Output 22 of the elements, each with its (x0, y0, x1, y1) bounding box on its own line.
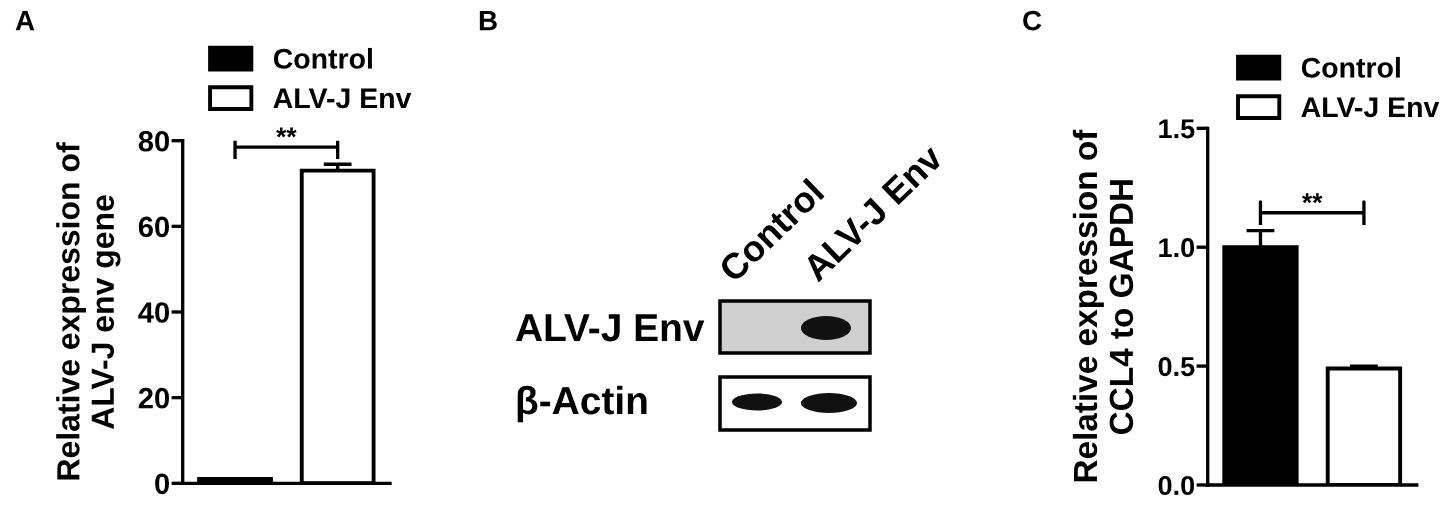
legend-label: Control (273, 47, 372, 69)
text: β-Actin (517, 385, 647, 423)
y-axis-title: Relative expression of CCL4 to GAPDH (1072, 129, 1134, 482)
text: B (479, 11, 497, 31)
y-tick-label: 0.5 (1158, 357, 1195, 377)
legend-label: ALV-J Env (1301, 97, 1440, 118)
y-tick-label: 80 (138, 130, 170, 152)
legend-label: ALV-J Env (273, 88, 412, 109)
annotation: ** (1302, 193, 1323, 204)
y-tick-label: 40 (138, 302, 170, 323)
y-tick-label: 60 (138, 216, 170, 238)
y-tick-label: 20 (138, 387, 170, 409)
text: ** (276, 127, 297, 138)
chart-title: C (1023, 10, 1042, 31)
text: ALV-J Env (515, 314, 705, 342)
y-tick-label: 0 (155, 473, 170, 495)
y-tick-label: 1.0 (1159, 238, 1195, 258)
chart-title: A (15, 11, 35, 31)
y-tick-label: 1.5 (1159, 119, 1195, 139)
y-tick-label: 0.0 (1158, 475, 1195, 496)
legend-label: Control (1301, 56, 1400, 78)
y-axis-title: Relative expression of ALV-J env gene (56, 142, 121, 480)
